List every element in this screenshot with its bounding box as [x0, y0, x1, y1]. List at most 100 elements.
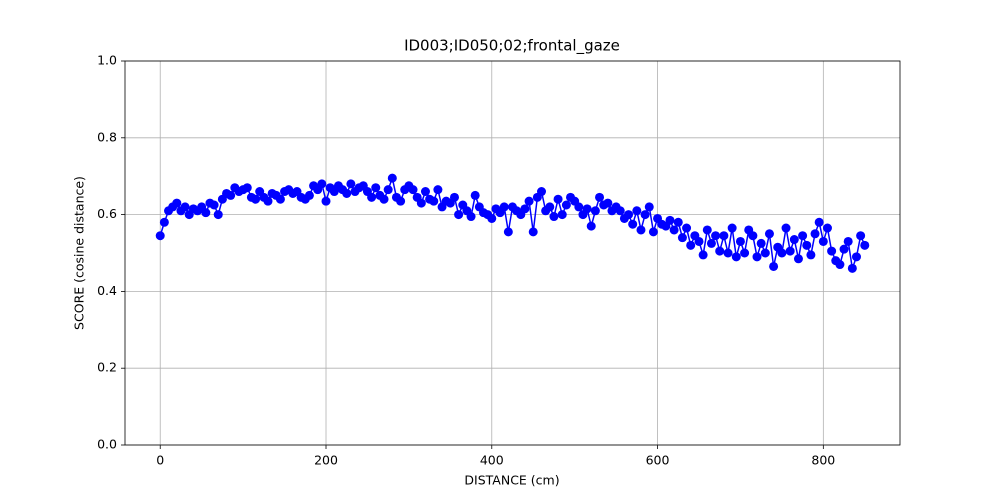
- x-tick-label: 600: [646, 453, 670, 468]
- point: [665, 215, 675, 225]
- point: [624, 210, 634, 220]
- point: [798, 231, 808, 241]
- point: [155, 231, 165, 241]
- point: [172, 198, 182, 208]
- point: [723, 248, 733, 258]
- point: [822, 223, 832, 233]
- point: [321, 196, 331, 206]
- point: [856, 231, 866, 241]
- point: [586, 221, 596, 231]
- point: [408, 185, 418, 195]
- point: [213, 210, 223, 220]
- y-tick-label: 0.8: [97, 129, 117, 144]
- point: [433, 185, 443, 195]
- point: [839, 244, 849, 254]
- point: [416, 198, 426, 208]
- point: [719, 231, 729, 241]
- point: [470, 190, 480, 200]
- point: [640, 210, 650, 220]
- point: [574, 202, 584, 212]
- point: [420, 187, 430, 197]
- point: [346, 179, 356, 189]
- x-axis-label: DISTANCE (cm): [464, 473, 559, 488]
- y-tick-label: 0.0: [97, 437, 117, 452]
- x-tick-label: 800: [811, 453, 835, 468]
- point: [499, 202, 509, 212]
- point: [537, 187, 547, 197]
- y-tick-label: 1.0: [97, 53, 117, 68]
- point: [557, 210, 567, 220]
- point: [615, 206, 625, 216]
- point: [263, 196, 273, 206]
- point: [528, 227, 538, 237]
- point: [553, 194, 563, 204]
- point: [466, 212, 476, 222]
- point: [590, 206, 600, 216]
- point: [524, 196, 534, 206]
- point: [818, 236, 828, 246]
- point: [561, 200, 571, 210]
- point: [367, 192, 377, 202]
- point: [317, 179, 327, 189]
- point: [387, 173, 397, 183]
- point: [843, 236, 853, 246]
- point: [669, 225, 679, 235]
- point: [740, 248, 750, 258]
- y-tick-label: 0.4: [97, 283, 117, 298]
- point: [275, 194, 285, 204]
- point: [731, 252, 741, 262]
- point: [781, 223, 791, 233]
- point: [454, 210, 464, 220]
- point: [487, 213, 497, 223]
- point: [682, 223, 692, 233]
- point: [702, 225, 712, 235]
- point: [396, 196, 406, 206]
- x-tick-label: 200: [314, 453, 338, 468]
- point: [851, 252, 861, 262]
- point: [673, 217, 683, 227]
- point: [715, 246, 725, 256]
- point: [760, 248, 770, 258]
- point: [632, 206, 642, 216]
- point: [503, 227, 513, 237]
- point: [806, 250, 816, 260]
- point: [209, 200, 219, 210]
- point: [727, 223, 737, 233]
- point: [694, 236, 704, 246]
- point: [342, 188, 352, 198]
- point: [242, 183, 252, 193]
- point: [304, 190, 314, 200]
- point: [201, 208, 211, 218]
- point: [706, 238, 716, 248]
- point: [449, 192, 459, 202]
- point: [769, 261, 779, 271]
- point: [636, 225, 646, 235]
- point: [735, 236, 745, 246]
- point: [251, 194, 261, 204]
- point: [802, 240, 812, 250]
- point: [644, 202, 654, 212]
- point: [711, 231, 721, 241]
- point: [159, 217, 169, 227]
- point: [371, 183, 381, 193]
- point: [847, 263, 857, 273]
- point: [383, 185, 393, 195]
- point: [520, 204, 530, 214]
- point: [628, 219, 638, 229]
- point: [827, 246, 837, 256]
- point: [814, 217, 824, 227]
- point: [835, 260, 845, 270]
- point: [793, 254, 803, 264]
- point: [677, 233, 687, 243]
- point: [603, 198, 613, 208]
- chart-title: ID003;ID050;02;frontal_gaze: [404, 37, 620, 56]
- point: [648, 227, 658, 237]
- point: [785, 246, 795, 256]
- point: [756, 238, 766, 248]
- point: [860, 240, 870, 250]
- point: [789, 235, 799, 245]
- point: [545, 202, 555, 212]
- y-tick-label: 0.2: [97, 360, 117, 375]
- point: [752, 252, 762, 262]
- point: [777, 248, 787, 258]
